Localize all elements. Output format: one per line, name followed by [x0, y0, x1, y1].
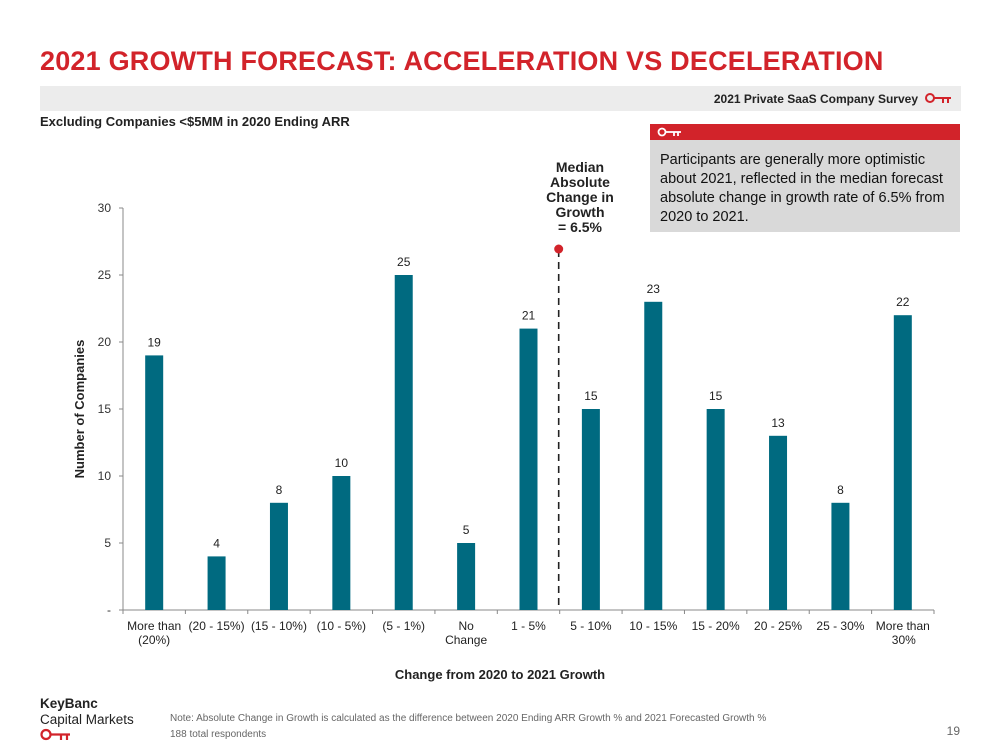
key-logo-icon — [925, 93, 951, 103]
footnote-line-1: Note: Absolute Change in Growth is calcu… — [170, 713, 767, 724]
x-category-label: 15 - 20% — [692, 619, 740, 633]
bar — [394, 275, 413, 610]
bar-value-label: 23 — [647, 282, 661, 296]
logo-line-sub: Capital Markets — [40, 712, 134, 727]
x-category-label: 10 - 15% — [629, 619, 677, 633]
bar-value-label: 13 — [771, 416, 785, 430]
median-label: Median Absolute Change in Growth = 6.5% — [520, 160, 640, 235]
survey-label: 2021 Private SaaS Company Survey — [713, 92, 918, 106]
x-category-label: (5 - 1%) — [382, 619, 425, 633]
x-category-label: More than — [127, 619, 181, 633]
y-tick-label: - — [107, 603, 111, 617]
bar — [706, 409, 725, 610]
keybanc-logo: KeyBanc Capital Markets — [40, 696, 134, 728]
page-number: 19 — [946, 724, 960, 738]
bar — [145, 355, 164, 610]
bar-value-label: 22 — [896, 295, 910, 309]
bar — [457, 543, 476, 610]
bar-value-label: 25 — [397, 255, 411, 269]
page-title: 2021 GROWTH FORECAST: ACCELERATION VS DE… — [40, 46, 884, 76]
y-tick-label: 15 — [98, 402, 112, 416]
bar — [332, 476, 351, 610]
x-category-label: (10 - 5%) — [317, 619, 366, 633]
survey-band — [40, 86, 961, 111]
key-logo-icon — [40, 728, 70, 741]
bar-value-label: 8 — [276, 483, 283, 497]
median-label-line: Median — [555, 159, 605, 175]
bar-value-label: 15 — [709, 389, 723, 403]
x-category-label: 20 - 25% — [754, 619, 802, 633]
bar-value-label: 5 — [463, 523, 470, 537]
y-tick-label: 25 — [98, 268, 112, 282]
bar — [644, 301, 663, 610]
x-category-label: (20 - 15%) — [189, 619, 245, 633]
x-category-label: (20%) — [138, 633, 170, 647]
bar-value-label: 4 — [213, 536, 220, 550]
x-axis-title: Change from 2020 to 2021 Growth — [394, 667, 606, 682]
x-category-label: 25 - 30% — [816, 619, 864, 633]
median-label-line: Absolute — [550, 174, 610, 190]
median-label-line: Growth — [555, 204, 605, 220]
median-marker-dot — [554, 244, 564, 254]
bar — [769, 435, 788, 610]
x-category-label: Change — [445, 633, 487, 647]
median-label-line: = 6.5% — [558, 219, 602, 235]
y-tick-label: 10 — [98, 469, 112, 483]
bar-value-label: 19 — [148, 335, 162, 349]
x-category-label: 5 - 10% — [570, 619, 612, 633]
key-icon — [657, 127, 681, 137]
bar — [269, 502, 288, 610]
bar — [581, 409, 600, 610]
logo-line-brand: KeyBanc — [40, 696, 98, 711]
x-category-label: 1 - 5% — [511, 619, 546, 633]
bar — [519, 328, 538, 610]
footnote: Note: Absolute Change in Growth is calcu… — [170, 711, 766, 743]
bar-value-label: 15 — [584, 389, 598, 403]
chart-subtitle: Excluding Companies <$5MM in 2020 Ending… — [40, 114, 350, 129]
y-tick-label: 5 — [104, 536, 111, 550]
x-category-label: No — [458, 619, 474, 633]
x-category-label: More than — [876, 619, 930, 633]
callout-text: Participants are generally more optimist… — [650, 140, 960, 232]
y-axis-title: Number of Companies — [72, 340, 87, 479]
median-label-line: Change in — [546, 189, 614, 205]
bar-value-label: 10 — [335, 456, 349, 470]
y-tick-label: 30 — [98, 201, 112, 215]
bar-value-label: 21 — [522, 309, 536, 323]
footnote-line-2: 188 total respondents — [170, 729, 267, 740]
x-category-label: 30% — [892, 633, 916, 647]
x-category-label: (15 - 10%) — [251, 619, 307, 633]
bar — [207, 556, 226, 610]
y-tick-label: 20 — [98, 335, 112, 349]
bar — [893, 315, 912, 610]
callout-header-bar — [650, 124, 960, 140]
bar-value-label: 8 — [837, 483, 844, 497]
bar — [831, 502, 850, 610]
